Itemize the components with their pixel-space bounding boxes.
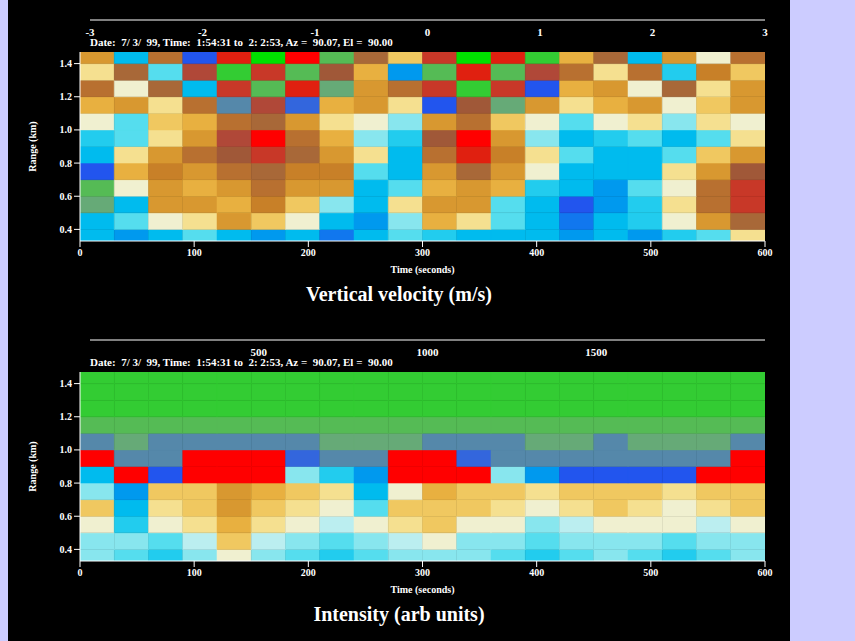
svg-text:Range (km): Range (km) <box>27 121 39 171</box>
svg-text:600: 600 <box>758 247 773 258</box>
svg-text:0.4: 0.4 <box>60 224 73 235</box>
html-text:Date: 7/ 3/ 99, Time: 1:54:31: Date: 7/ 3/ 99, Time: 1:54:31 to 2: 2:53… <box>90 356 393 368</box>
svg-text:1.0: 1.0 <box>60 444 73 455</box>
svg-text:1000: 1000 <box>417 346 440 358</box>
svg-text:1.0: 1.0 <box>60 124 73 135</box>
svg-text:0: 0 <box>78 567 83 578</box>
svg-text:-3: -3 <box>85 25 95 38</box>
html-text:Date: 7/ 3/ 99, Time: 1:54:31: Date: 7/ 3/ 99, Time: 1:54:31 to 2: 2:53… <box>90 36 393 48</box>
html-text:Vertical velocity (m/s): Vertical velocity (m/s) <box>306 283 492 305</box>
svg-text:0.8: 0.8 <box>60 158 73 169</box>
svg-text:1.4: 1.4 <box>60 378 73 389</box>
html-text:Intensity (arb units): Intensity (arb units) <box>313 603 485 625</box>
svg-text:200: 200 <box>301 247 316 258</box>
svg-text:0.4: 0.4 <box>60 544 73 555</box>
svg-text:-1: -1 <box>310 25 320 38</box>
svg-text:400: 400 <box>529 247 544 258</box>
svg-text:0.6: 0.6 <box>60 511 73 522</box>
svg-text:500: 500 <box>643 567 658 578</box>
svg-text:0: 0 <box>425 26 431 38</box>
svg-text:500: 500 <box>250 345 267 358</box>
svg-text:1: 1 <box>537 26 543 38</box>
svg-text:Time (seconds): Time (seconds) <box>391 584 455 595</box>
svg-text:100: 100 <box>187 567 202 578</box>
svg-text:1500: 1500 <box>585 346 608 358</box>
svg-text:0.8: 0.8 <box>60 478 73 489</box>
svg-text:1.4: 1.4 <box>60 58 73 69</box>
svg-text:500: 500 <box>643 247 658 258</box>
svg-text:2: 2 <box>650 26 656 38</box>
svg-text:Time (seconds): Time (seconds) <box>391 264 455 275</box>
svg-text:300: 300 <box>415 247 430 258</box>
svg-text:Range (km): Range (km) <box>27 441 39 491</box>
svg-text:3: 3 <box>762 26 768 38</box>
svg-text:1.2: 1.2 <box>60 91 73 102</box>
svg-text:0: 0 <box>78 247 83 258</box>
svg-text:600: 600 <box>758 567 773 578</box>
svg-text:1.2: 1.2 <box>60 411 73 422</box>
svg-text:100: 100 <box>187 247 202 258</box>
svg-text:300: 300 <box>415 567 430 578</box>
svg-text:200: 200 <box>301 567 316 578</box>
svg-text:0.6: 0.6 <box>60 191 73 202</box>
svg-text:400: 400 <box>529 567 544 578</box>
svg-text:-2: -2 <box>197 25 208 38</box>
